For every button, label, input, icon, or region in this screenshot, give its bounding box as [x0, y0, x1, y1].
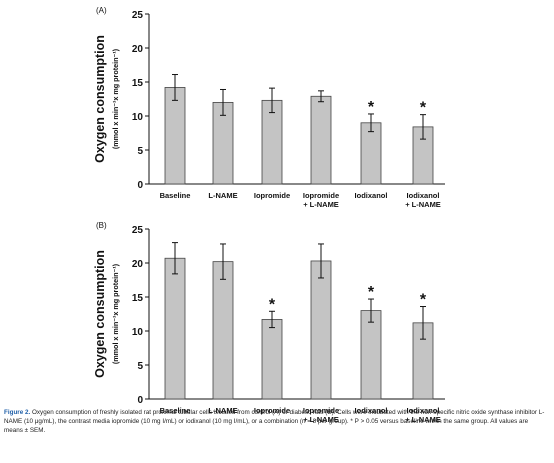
y-tick-label: 25: [132, 10, 144, 21]
y-tick-label: 25: [132, 225, 144, 236]
significance-marker: *: [269, 296, 276, 313]
y-axis-units: (mmol x min⁻¹x mg protein⁻¹): [111, 48, 120, 149]
x-tick-label: + L-NAME: [405, 200, 441, 209]
bar: [261, 319, 283, 400]
x-tick-label: Iopromide: [303, 406, 339, 415]
x-tick-label: + L-NAME: [303, 200, 339, 209]
caption-text: Oxygen consumption of freshly isolated r…: [4, 409, 545, 434]
bar: [360, 310, 382, 400]
y-tick-label: 5: [137, 146, 143, 157]
significance-marker: *: [368, 99, 375, 116]
y-tick-label: 20: [132, 44, 144, 55]
x-tick-label: Iopromide: [303, 191, 339, 200]
y-axis-title: Oxygen consumption: [93, 35, 107, 163]
caption-label: Figure 2.: [4, 409, 31, 416]
bar: [212, 261, 234, 400]
bar: [164, 87, 186, 185]
y-tick-label: 10: [132, 327, 144, 338]
x-tick-label: + L-NAME: [405, 415, 441, 424]
significance-marker: *: [420, 292, 427, 309]
x-tick-label: L-NAME: [208, 406, 237, 415]
x-tick-label: + L-NAME: [303, 415, 339, 424]
y-tick-label: 15: [132, 293, 144, 304]
significance-marker: *: [368, 284, 375, 301]
y-tick-label: 10: [132, 112, 144, 123]
y-axis-units: (mmol x min⁻¹x mg protein⁻¹): [111, 263, 120, 364]
bar: [310, 95, 332, 185]
x-tick-label: Iopromide: [254, 406, 290, 415]
y-axis-title: Oxygen consumption: [93, 250, 107, 378]
x-tick-label: Iodixanol: [407, 191, 440, 200]
panel-b: (B) 0 5 10 15 20 25 Oxygen consumption (mmol x m…: [93, 221, 445, 424]
x-tick-label: Iodixanol: [407, 406, 440, 415]
y-tick-label: 5: [137, 361, 143, 372]
panel-a: (A) 0 5 10 15 20 25 Oxygen consumption (mmol x m…: [93, 6, 445, 209]
figure-caption: Figure 2. Oxygen consumption of freshly …: [4, 408, 550, 435]
bar: [310, 260, 332, 400]
panel-label: (B): [96, 221, 107, 230]
x-tick-label: Iopromide: [254, 191, 290, 200]
x-tick-label: Baseline: [160, 191, 191, 200]
x-tick-label: Iodixanol: [355, 191, 388, 200]
y-tick-label: 0: [137, 180, 143, 191]
panel-label: (A): [96, 6, 107, 15]
y-tick-label: 0: [137, 395, 143, 406]
y-tick-label: 20: [132, 259, 144, 270]
x-tick-label: Baseline: [160, 406, 191, 415]
bar: [164, 257, 186, 400]
x-tick-label: Iodixanol: [355, 406, 388, 415]
significance-marker: *: [420, 100, 427, 117]
y-tick-label: 15: [132, 78, 144, 89]
x-tick-label: L-NAME: [208, 191, 237, 200]
